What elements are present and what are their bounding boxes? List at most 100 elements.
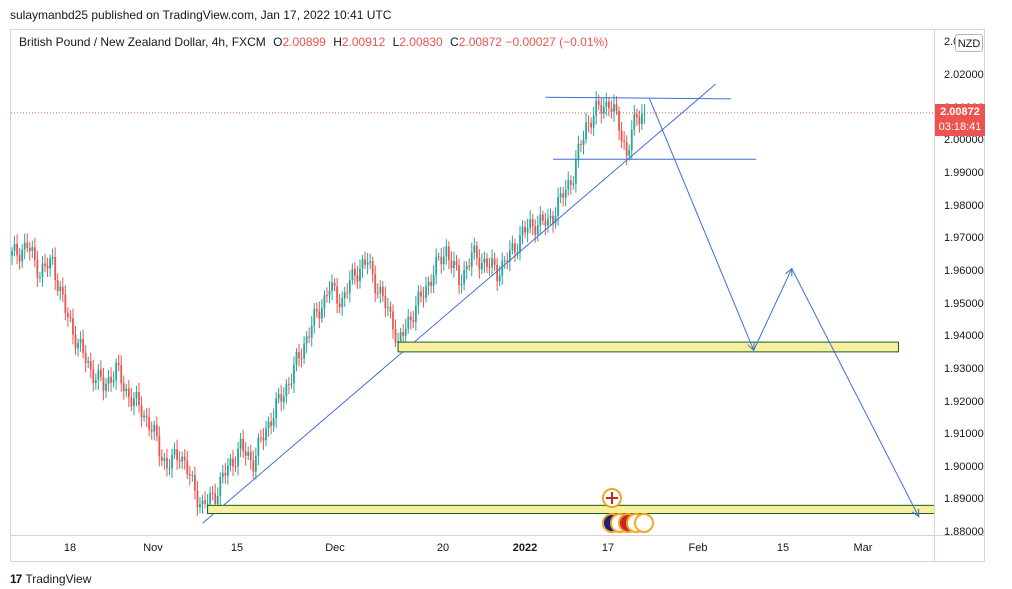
candle-body [247,451,250,456]
candle-body [242,438,245,452]
candle-body [572,183,575,185]
candle-body [315,309,318,312]
candle-body [138,392,140,406]
candle-body [549,215,552,219]
candle-body [125,388,128,392]
candle-body [209,492,212,504]
candle-body [293,364,295,384]
candle-body [338,303,341,308]
candle-body [11,251,13,256]
candle-body [28,247,31,251]
support-zone [397,341,899,353]
candle-body [219,476,222,496]
candle-body [445,246,448,257]
candle-body [313,309,316,326]
candle-body [524,226,526,233]
candle-body [402,332,405,336]
y-tick-label: 1.97000 [944,232,984,245]
candle-body [643,112,646,114]
candle-body [615,104,618,111]
candle-body [618,110,620,131]
candle-body [320,308,323,319]
candle-body [163,457,166,461]
candle-body [491,258,493,268]
high-label: H [333,35,342,49]
candle-body [133,398,135,407]
candle-body [51,256,54,259]
low-value: 2.00830 [399,35,443,49]
candle-body [539,214,542,226]
candle-body [232,458,234,467]
candle-body [610,108,613,113]
candle-body [404,328,407,336]
candle-body [79,339,82,343]
candle-body [493,258,496,265]
candle-body [221,472,224,477]
price-axis-divider [934,29,935,562]
candle-body [547,218,549,226]
candle-body [468,265,471,267]
candle-body [186,460,189,474]
candle-body [77,342,79,349]
candle-body [84,352,87,363]
candle-body [323,294,326,309]
candle-body [143,415,145,418]
candle-body [328,290,331,296]
candle-body [595,100,598,116]
candles-layer [11,83,934,533]
candle-body [559,193,562,198]
candle-body [427,281,430,286]
candle-body [359,268,361,282]
candle-body [260,437,262,439]
x-tick-label: Mar [853,542,873,554]
candle-body [275,398,278,419]
candle-body [148,417,151,430]
y-tick-label: 2.02000 [944,69,984,81]
x-tick-label: Feb [688,542,708,554]
candle-body [303,343,305,359]
close-value: 2.00872 [458,35,503,49]
candle-body [252,460,255,472]
candle-body [115,362,118,381]
nz-flag-icon [634,513,654,533]
y-tick-label: 1.92000 [944,395,984,408]
candle-body [59,286,62,291]
candle-body [211,492,214,494]
candle-body [412,319,415,323]
candle-body [336,286,339,304]
currency-button[interactable]: NZD [955,34,983,52]
candle-body [460,283,463,286]
candle-body [592,115,595,128]
candle-body [569,180,572,185]
candle-body [122,383,125,392]
candle-body [585,122,587,140]
y-tick-label: 1.88000 [944,526,984,539]
candle-body [529,219,532,229]
candle-body [120,365,123,384]
candle-body [351,269,354,280]
candle-body [176,449,178,461]
candle-body [158,435,161,457]
candle-body [564,189,567,198]
candle-body [135,392,138,399]
candle-body [153,424,156,432]
candle-body [369,261,372,263]
candle-body [496,264,499,282]
candle-body [295,352,298,365]
candle-body [298,352,300,359]
candle-body [331,282,333,291]
candle-body [87,361,90,363]
x-tick-label: 17 [601,542,615,554]
candle-body [600,104,603,114]
candle-body [425,285,427,298]
tradingview-footer[interactable]: 17 TradingView [10,572,91,586]
candle-body [290,383,293,385]
candle-body [39,277,41,279]
candle-body [56,280,59,291]
candle-body [239,438,242,449]
candle-body [254,455,257,472]
candle-body [229,458,232,466]
time-axis-divider [10,535,985,536]
candle-body [305,336,308,344]
